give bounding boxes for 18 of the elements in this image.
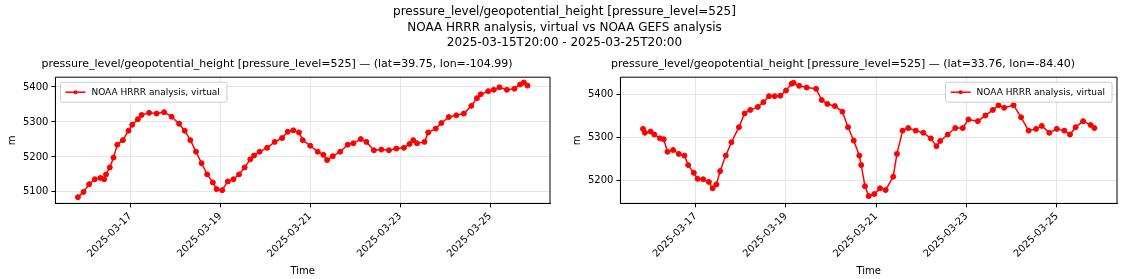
y-tick-label: 5100 xyxy=(23,185,49,197)
chart-title: pressure_level/geopotential_height [pressure_level=525] — (lat=33.76, lon=-84.40) xyxy=(610,57,1076,71)
legend-label: NOAA HRRR analysis, virtual xyxy=(91,86,220,97)
y-tick-label: 5300 xyxy=(588,131,614,143)
y-axis-title: m xyxy=(570,135,582,146)
text: pressure_level/geopotential_height [pressure_level=525] xyxy=(392,4,737,20)
y-tick-label: 5200 xyxy=(23,150,49,162)
x-axis-title: Time xyxy=(855,264,881,276)
text: 2025-03-15T20:00 - 2025-03-25T20:00 xyxy=(445,35,684,51)
y-tick-label: 5400 xyxy=(23,80,49,92)
y-tick-label: 5300 xyxy=(23,115,49,127)
chart-title: pressure_level/geopotential_height [pressure_level=525] — (lat=39.75, lon=-104.99) xyxy=(41,57,513,71)
y-axis-title: m xyxy=(5,135,17,146)
x-axis-title: Time xyxy=(289,264,315,276)
y-tick-label: 5200 xyxy=(588,174,614,186)
text: NOAA HRRR analysis, virtual vs NOAA GEFS analysis xyxy=(406,19,723,35)
legend-label: NOAA HRRR analysis, virtual xyxy=(976,86,1106,97)
y-tick-label: 5400 xyxy=(588,88,614,100)
